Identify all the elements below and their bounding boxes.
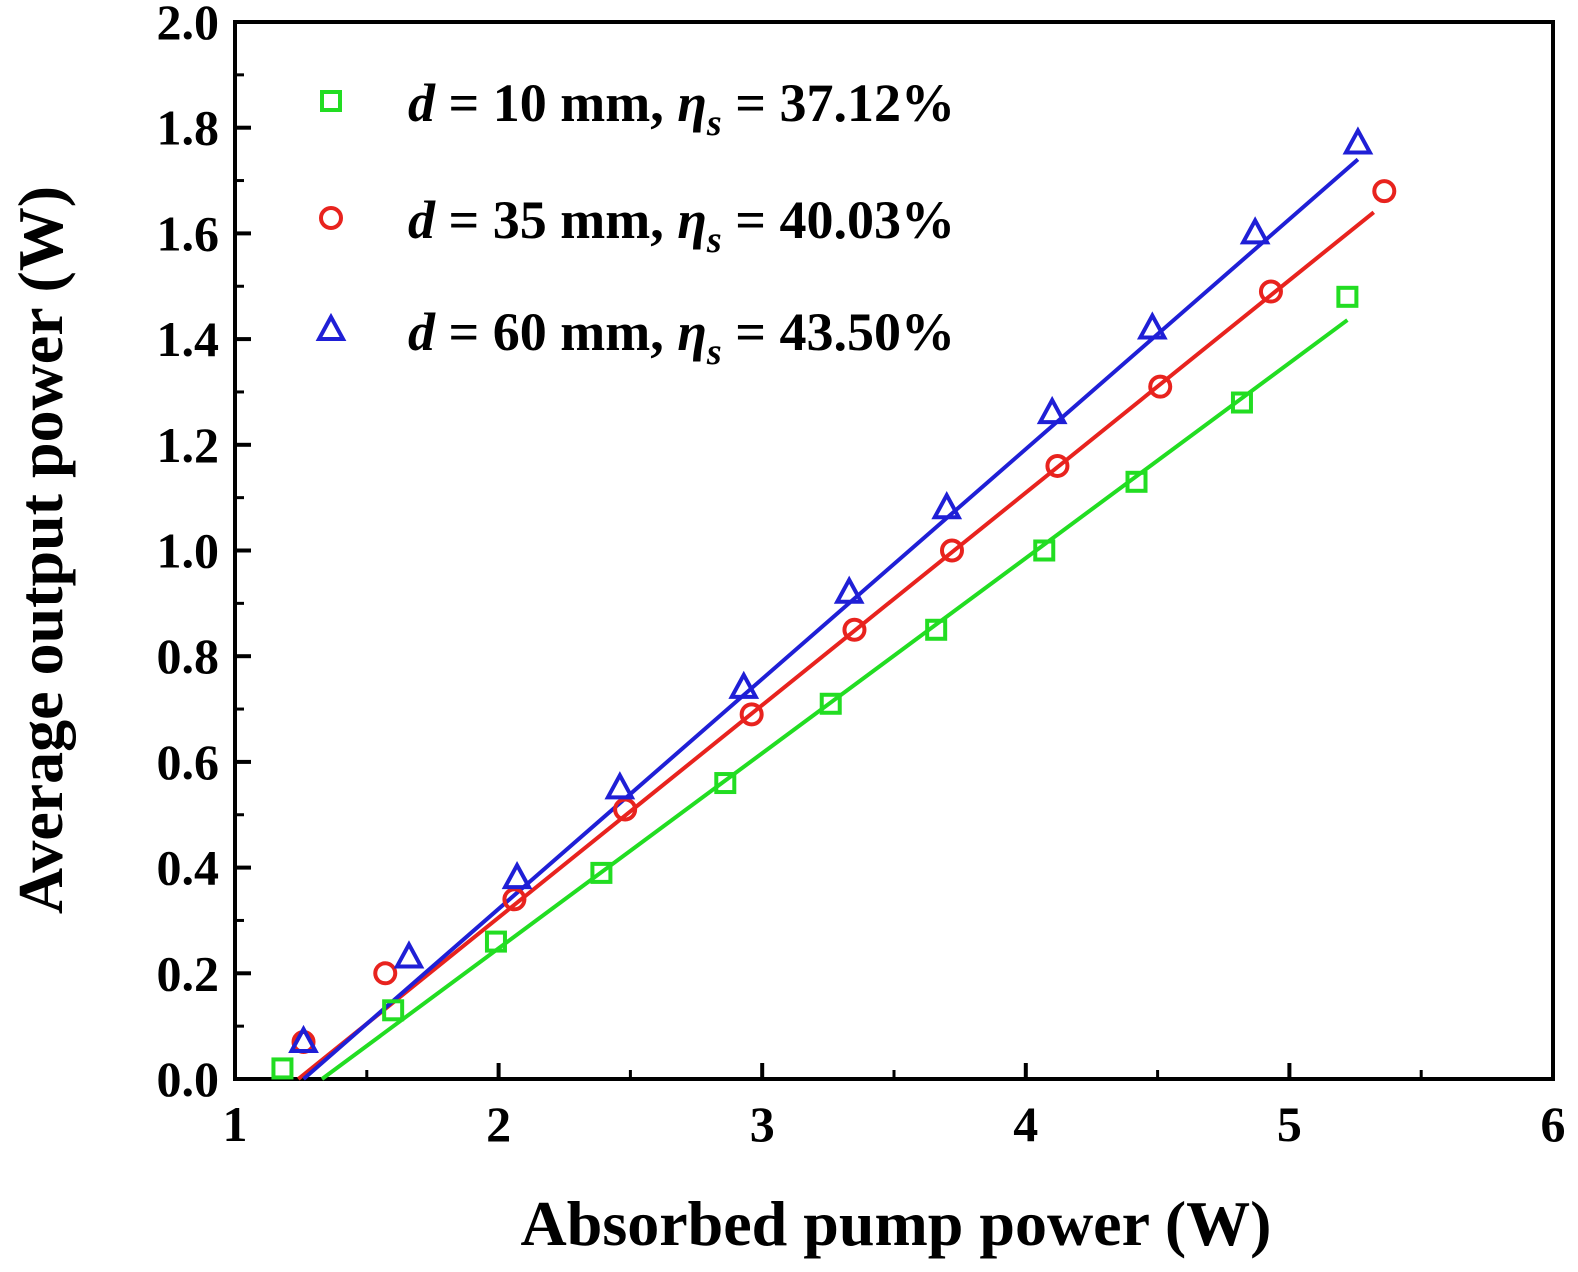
- data-point-series-3: [1136, 311, 1168, 340]
- data-point-series-1: [1033, 539, 1056, 562]
- legend-marker-series-1: [320, 90, 342, 112]
- legend-label-series-3: d = 60 mm, ηs = 43.50%: [408, 302, 955, 373]
- x-axis-title: Absorbed pump power (W): [521, 1188, 1272, 1259]
- fit-lines: [297, 157, 1376, 1081]
- y-tick-label: 1.2: [157, 417, 220, 473]
- data-point-series-1: [484, 930, 507, 953]
- x-tick-label: 2: [486, 1096, 511, 1152]
- legend-marker-series-3: [315, 312, 347, 341]
- fit-line-series-3: [302, 157, 1360, 1081]
- data-point-series-3: [604, 771, 636, 800]
- data-point-series-2: [1045, 453, 1070, 478]
- legend: d = 10 mm, ηs = 37.12% d = 35 mm, ηs = 40…: [315, 73, 955, 373]
- data-point-series-2: [1148, 374, 1173, 399]
- fit-line-series-1: [320, 318, 1349, 1081]
- y-tick-label: 0.0: [157, 1051, 220, 1107]
- y-tick-label: 1.8: [157, 100, 220, 156]
- y-tick-label: 0.2: [157, 945, 220, 1001]
- legend-label-series-1: d = 10 mm, ηs = 37.12%: [408, 73, 955, 144]
- fit-line-series-2: [297, 210, 1376, 1081]
- data-point-series-3: [1036, 395, 1068, 425]
- data-point-series-3: [501, 860, 533, 890]
- x-tick-label: 1: [223, 1096, 248, 1152]
- legend-label-series-2: d = 35 mm, ηs = 40.03%: [408, 190, 955, 261]
- data-point-series-1: [714, 772, 737, 795]
- data-point-series-3: [288, 1024, 319, 1054]
- data-point-series-1: [1125, 470, 1148, 493]
- data-points: [271, 126, 1397, 1080]
- data-point-series-1: [925, 618, 948, 641]
- data-point-series-1: [1230, 391, 1253, 414]
- data-point-series-1: [271, 1057, 294, 1080]
- y-tick-label: 1.0: [157, 523, 220, 579]
- plot-frame: [233, 20, 1555, 1081]
- data-point-series-2: [1372, 179, 1397, 204]
- data-point-series-3: [1239, 216, 1271, 245]
- x-tick-label: 3: [750, 1096, 775, 1152]
- data-point-series-1: [382, 999, 405, 1022]
- y-tick-label: 1.4: [157, 311, 220, 367]
- x-tick-label: 4: [1013, 1096, 1038, 1152]
- data-point-series-2: [373, 961, 398, 986]
- y-axis-title: Average output power (W): [5, 186, 76, 914]
- data-point-series-1: [1336, 285, 1359, 308]
- data-point-series-2: [939, 538, 964, 563]
- y-tick-label: 0.8: [157, 628, 220, 684]
- data-point-series-3: [393, 940, 425, 969]
- legend-marker-series-2: [319, 206, 343, 230]
- y-tick-label: 1.6: [157, 205, 220, 261]
- data-point-series-2: [739, 702, 764, 727]
- plot-area: [233, 20, 1555, 1081]
- y-tick-label: 0.6: [157, 734, 220, 790]
- data-point-series-2: [613, 797, 638, 822]
- data-point-series-3: [1342, 126, 1374, 155]
- data-point-series-2: [1258, 279, 1283, 304]
- data-point-series-1: [819, 692, 842, 715]
- y-tick-label: 0.4: [157, 840, 220, 896]
- data-point-series-3: [931, 491, 963, 520]
- data-point-series-2: [502, 887, 527, 912]
- axis-ticks: [233, 20, 1555, 1081]
- y-tick-label: 2.0: [157, 0, 220, 50]
- tick-labels: 1 2 3 4 5 6 0.0 0.2 0.4 0.6 0.8 1.0 1.2 1.4 1.6 1.8 2.0: [157, 0, 1566, 1152]
- data-point-series-1: [590, 861, 613, 884]
- x-tick-label: 5: [1277, 1096, 1302, 1152]
- data-point-series-2: [842, 617, 867, 642]
- data-point-series-3: [728, 670, 760, 699]
- data-point-series-3: [833, 575, 865, 604]
- x-tick-label: 6: [1541, 1096, 1566, 1152]
